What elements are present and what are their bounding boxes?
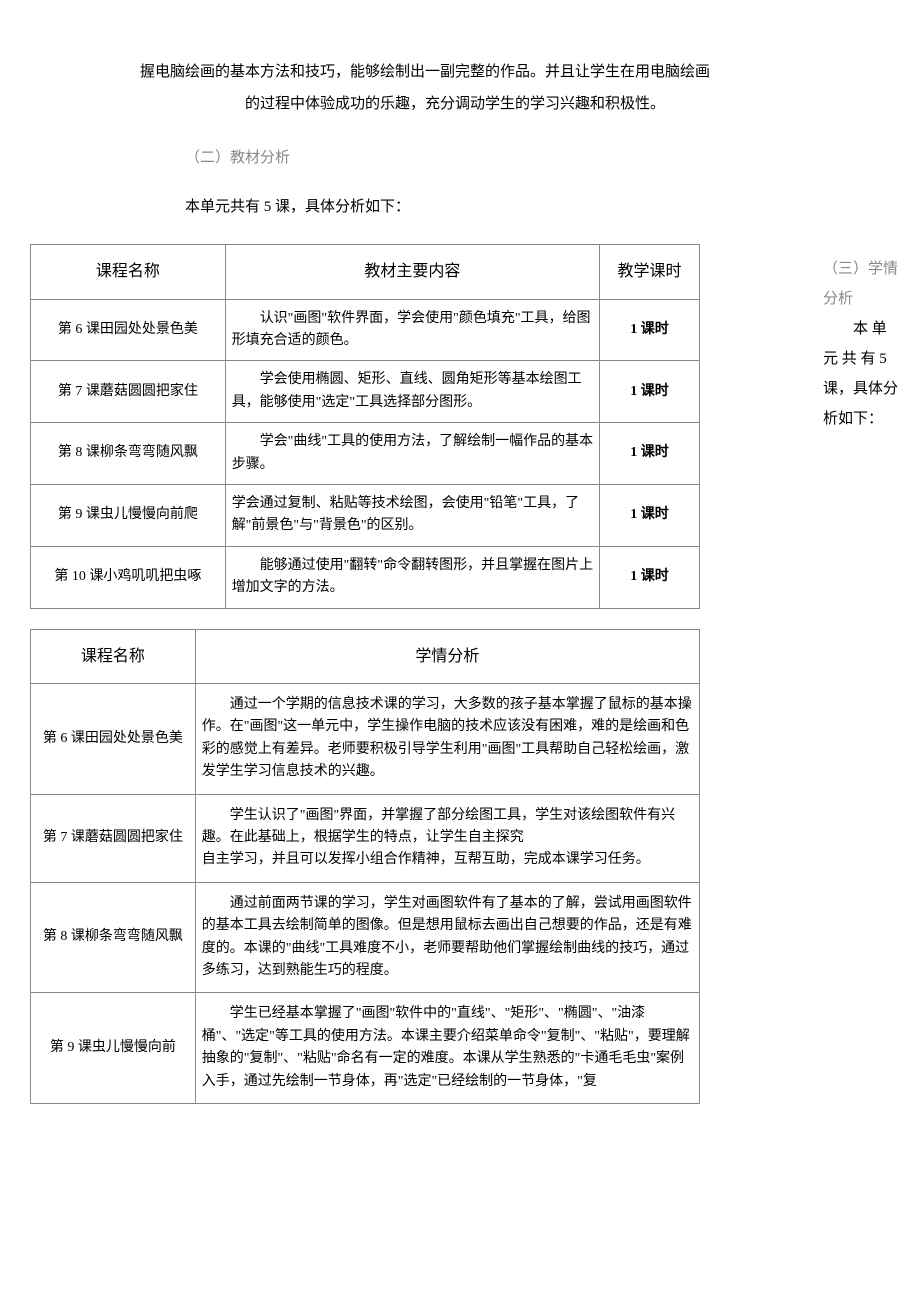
course-content: 能够通过使用"翻转"命令翻转图形，并且掌握在图片上增加文字的方法。	[225, 546, 599, 608]
table-row: 第 7 课蘑菇圆圆把家住 学会使用椭圆、矩形、直线、圆角矩形等基本绘图工具，能够…	[31, 361, 700, 423]
table-row: 第 6 课田园处处景色美 认识"画图"软件界面，学会使用"颜色填充"工具，给图形…	[31, 299, 700, 361]
table-header: 教学课时	[600, 245, 700, 300]
course-hours: 1 课时	[600, 361, 700, 423]
section-2-heading: （二）教材分析	[185, 146, 890, 170]
course-name: 第 9 课虫儿慢慢向前爬	[31, 484, 226, 546]
table-header: 课程名称	[31, 629, 196, 684]
side-note-line: 元 共 有 5	[823, 344, 898, 374]
intro-line-2: 的过程中体验成功的乐趣，充分调动学生的学习兴趣和积极性。	[245, 92, 890, 116]
unit-description: 本单元共有 5 课，具体分析如下：	[185, 195, 890, 219]
course-hours: 1 课时	[600, 546, 700, 608]
table-header: 课程名称	[31, 245, 226, 300]
table-row: 第 9 课虫儿慢慢向前爬 学会通过复制、粘贴等技术绘图，会使用"铅笔"工具，了解…	[31, 484, 700, 546]
table-row: 第 6 课田园处处景色美 通过一个学期的信息技术课的学习，大多数的孩子基本掌握了…	[31, 684, 700, 795]
course-content: 学会"曲线"工具的使用方法，了解绘制一幅作品的基本步骤。	[225, 423, 599, 485]
side-note-heading: （三）学情	[823, 254, 898, 284]
course-name: 第 10 课小鸡叽叽把虫啄	[31, 546, 226, 608]
course-name: 第 6 课田园处处景色美	[31, 684, 196, 795]
course-content: 学会使用椭圆、矩形、直线、圆角矩形等基本绘图工具，能够使用"选定"工具选择部分图…	[225, 361, 599, 423]
side-note-line: 分析	[823, 284, 898, 314]
side-note-line: 本 单	[823, 314, 898, 344]
table-row: 第 8 课柳条弯弯随风飘 学会"曲线"工具的使用方法，了解绘制一幅作品的基本步骤…	[31, 423, 700, 485]
course-hours: 1 课时	[600, 423, 700, 485]
table-header: 学情分析	[195, 629, 699, 684]
analysis-table: 课程名称 学情分析 第 6 课田园处处景色美 通过一个学期的信息技术课的学习，大…	[30, 629, 700, 1104]
course-analysis: 通过前面两节课的学习，学生对画图软件有了基本的了解，尝试用画图软件的基本工具去绘…	[195, 882, 699, 993]
side-note-line: 析如下：	[823, 404, 898, 434]
course-content: 认识"画图"软件界面，学会使用"颜色填充"工具，给图形填充合适的颜色。	[225, 299, 599, 361]
table-header-row: 课程名称 学情分析	[31, 629, 700, 684]
course-content: 学会通过复制、粘贴等技术绘图，会使用"铅笔"工具，了解"前景色"与"背景色"的区…	[225, 484, 599, 546]
course-hours: 1 课时	[600, 484, 700, 546]
side-note: （三）学情 分析 本 单 元 共 有 5 课，具体分 析如下：	[823, 254, 898, 434]
tables-wrapper: （三）学情 分析 本 单 元 共 有 5 课，具体分 析如下： 课程名称 教材主…	[30, 244, 890, 1104]
table-header: 教材主要内容	[225, 245, 599, 300]
intro-line-1: 握电脑绘画的基本方法和技巧，能够绘制出一副完整的作品。并且让学生在用电脑绘画	[140, 60, 890, 84]
table-row: 第 9 课虫儿慢慢向前 学生已经基本掌握了"画图"软件中的"直线"、"矩形"、"…	[31, 993, 700, 1104]
course-analysis: 通过一个学期的信息技术课的学习，大多数的孩子基本掌握了鼠标的基本操作。在"画图"…	[195, 684, 699, 795]
course-name: 第 8 课柳条弯弯随风飘	[31, 882, 196, 993]
course-analysis: 学生已经基本掌握了"画图"软件中的"直线"、"矩形"、"椭圆"、"油漆桶"、"选…	[195, 993, 699, 1104]
course-name: 第 6 课田园处处景色美	[31, 299, 226, 361]
course-analysis: 学生认识了"画图"界面，并掌握了部分绘图工具，学生对该绘图软件有兴趣。在此基础上…	[195, 794, 699, 882]
table-row: 第 7 课蘑菇圆圆把家住 学生认识了"画图"界面，并掌握了部分绘图工具，学生对该…	[31, 794, 700, 882]
course-name: 第 7 课蘑菇圆圆把家住	[31, 794, 196, 882]
materials-table: 课程名称 教材主要内容 教学课时 第 6 课田园处处景色美 认识"画图"软件界面…	[30, 244, 700, 609]
table-row: 第 8 课柳条弯弯随风飘 通过前面两节课的学习，学生对画图软件有了基本的了解，尝…	[31, 882, 700, 993]
table-row: 第 10 课小鸡叽叽把虫啄 能够通过使用"翻转"命令翻转图形，并且掌握在图片上增…	[31, 546, 700, 608]
course-hours: 1 课时	[600, 299, 700, 361]
side-note-line: 课，具体分	[823, 374, 898, 404]
table-header-row: 课程名称 教材主要内容 教学课时	[31, 245, 700, 300]
course-name: 第 7 课蘑菇圆圆把家住	[31, 361, 226, 423]
course-name: 第 9 课虫儿慢慢向前	[31, 993, 196, 1104]
course-name: 第 8 课柳条弯弯随风飘	[31, 423, 226, 485]
